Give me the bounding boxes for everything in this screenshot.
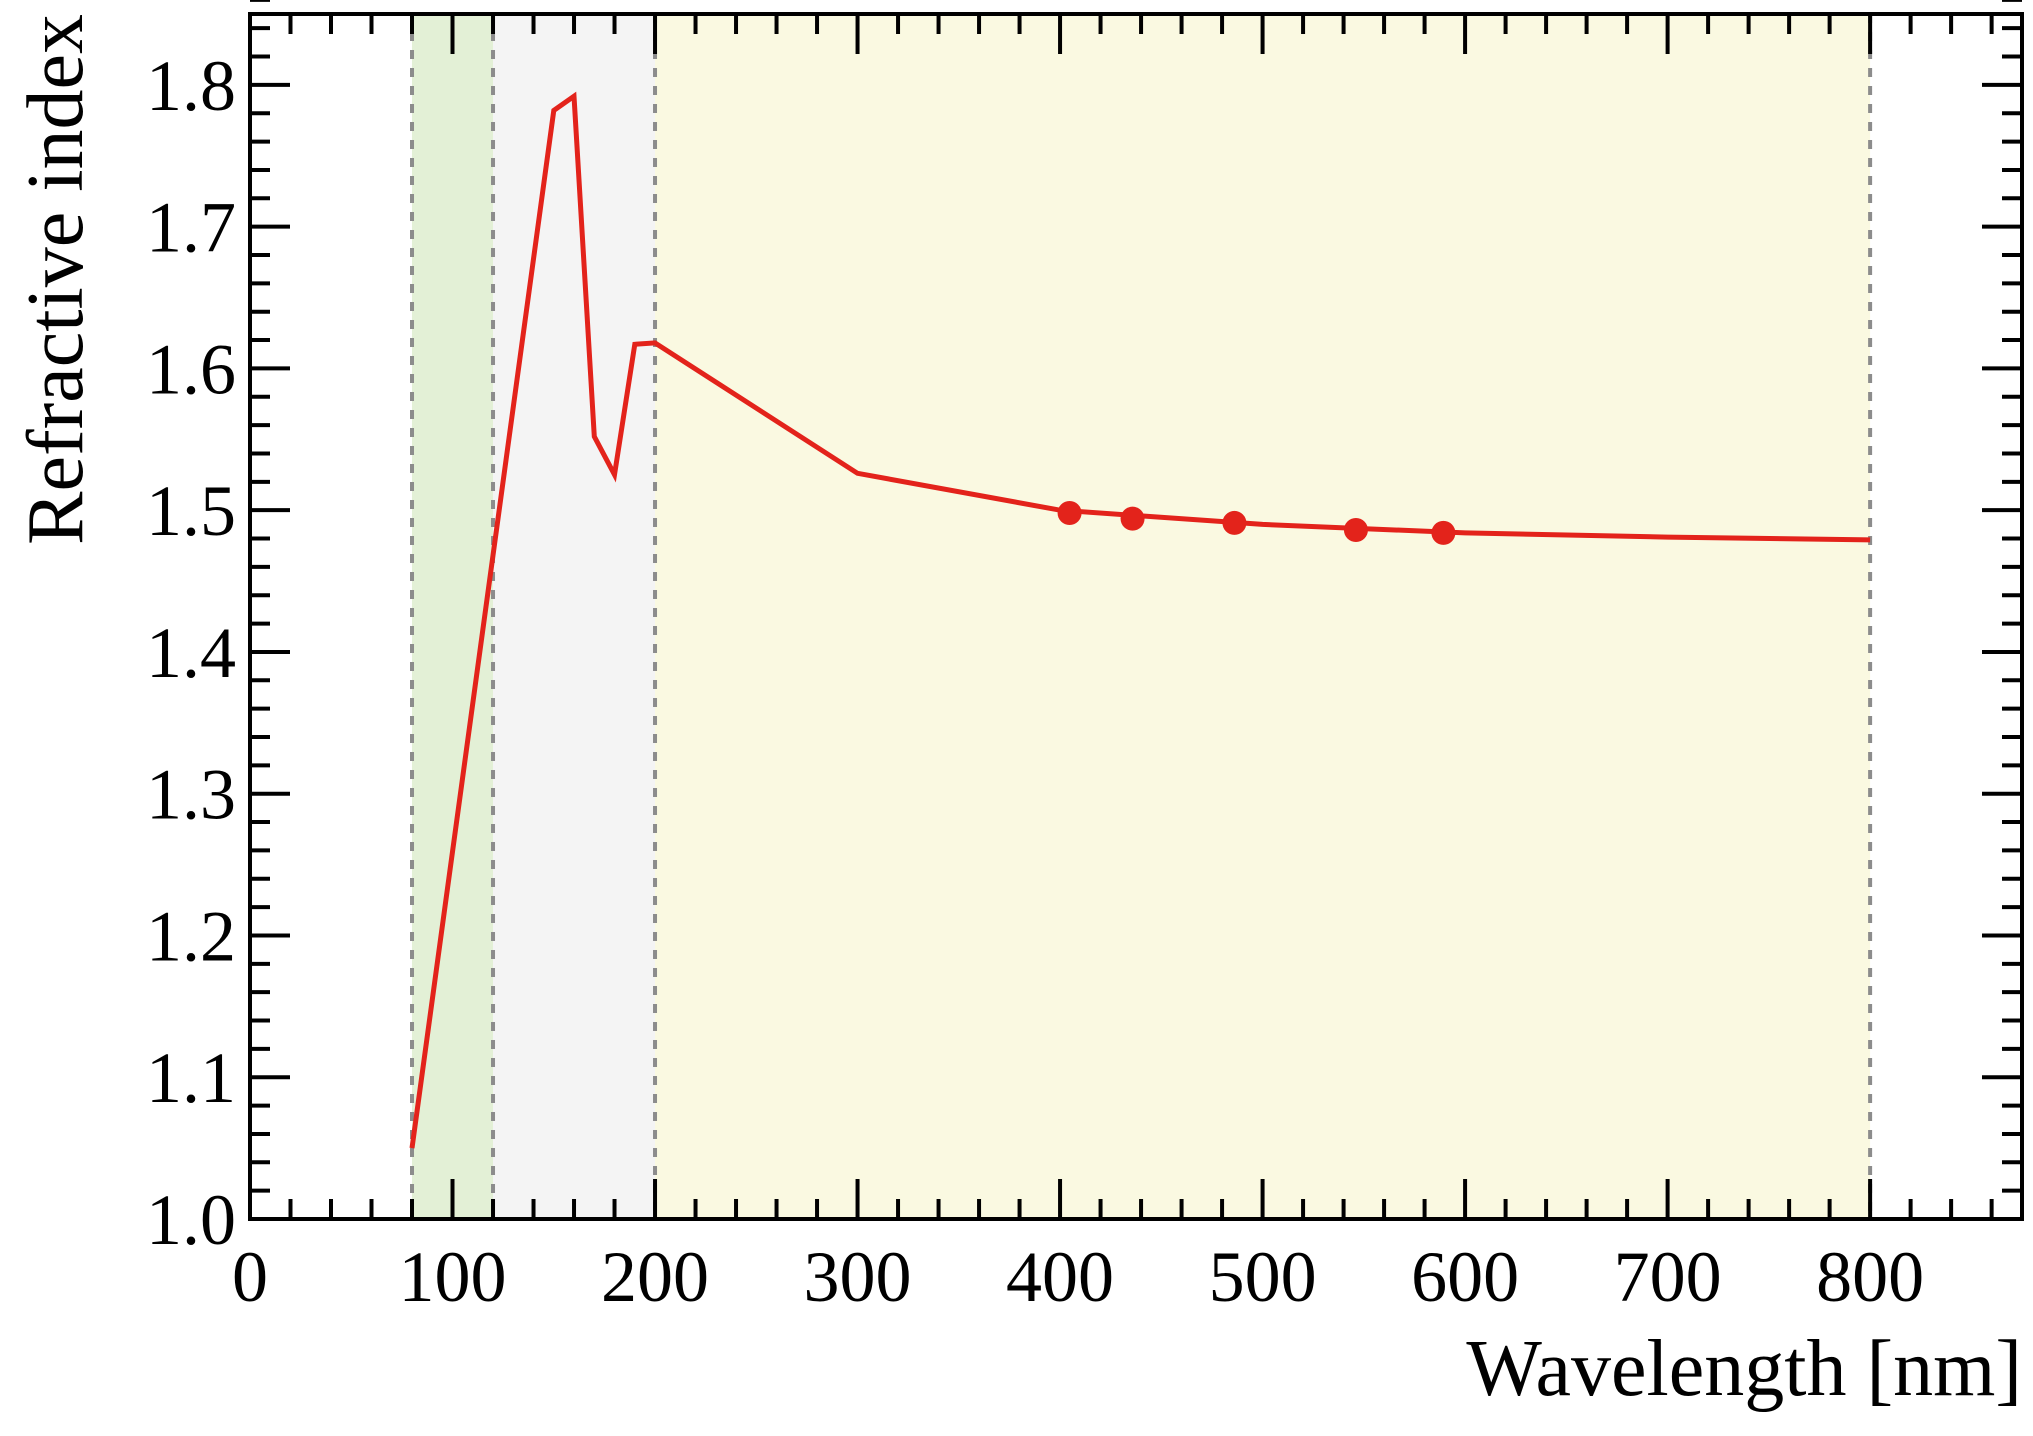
shaded-region-2 bbox=[655, 14, 1871, 1219]
x-tick-label-100: 100 bbox=[399, 1237, 507, 1317]
y-tick-label-8: 1.8 bbox=[146, 46, 236, 126]
y-tick-label-1: 1.1 bbox=[146, 1038, 236, 1118]
y-tick-label-0: 1.0 bbox=[146, 1180, 236, 1260]
x-tick-label-300: 300 bbox=[804, 1237, 912, 1317]
shaded-regions bbox=[412, 14, 1871, 1219]
data-point-0 bbox=[1057, 501, 1082, 526]
data-point-3 bbox=[1343, 518, 1368, 543]
x-tick-label-600: 600 bbox=[1411, 1237, 1519, 1317]
series-line bbox=[409, 91, 1871, 1149]
shaded-region-1 bbox=[493, 14, 656, 1219]
y-tick-label-5: 1.5 bbox=[146, 471, 236, 551]
data-point-2 bbox=[1222, 510, 1247, 535]
x-tick-label-400: 400 bbox=[1006, 1237, 1114, 1317]
x-tick-label-200: 200 bbox=[601, 1237, 709, 1317]
y-tick-label-6: 1.6 bbox=[146, 329, 236, 409]
y-tick-label-7: 1.7 bbox=[146, 188, 236, 268]
x-tick-label-0: 0 bbox=[232, 1237, 268, 1317]
x-tick-label-500: 500 bbox=[1209, 1237, 1317, 1317]
x-tick-label-800: 800 bbox=[1816, 1237, 1924, 1317]
data-series bbox=[409, 91, 1871, 1149]
y-axis-title: Refractive index bbox=[12, 14, 100, 545]
y-tick-label-4: 1.4 bbox=[146, 613, 236, 693]
y-tick-label-3: 1.3 bbox=[146, 755, 236, 835]
axis-tick-labels: 0 100 200 300 400 500 600 700 800 1.0 1.1 1.2 1.3 1.4… bbox=[146, 46, 1924, 1317]
x-axis-title: Wavelength [nm] bbox=[1466, 1325, 2022, 1413]
shaded-region-0 bbox=[412, 14, 494, 1219]
y-tick-label-2: 1.2 bbox=[146, 896, 236, 976]
vertical-dashed-lines bbox=[410, 14, 1873, 1219]
plot-frame bbox=[248, 12, 2024, 1221]
axis-ticks bbox=[248, 0, 2022, 1221]
x-tick-label-700: 700 bbox=[1614, 1237, 1722, 1317]
data-point-1 bbox=[1120, 506, 1145, 531]
data-point-4 bbox=[1431, 520, 1456, 545]
